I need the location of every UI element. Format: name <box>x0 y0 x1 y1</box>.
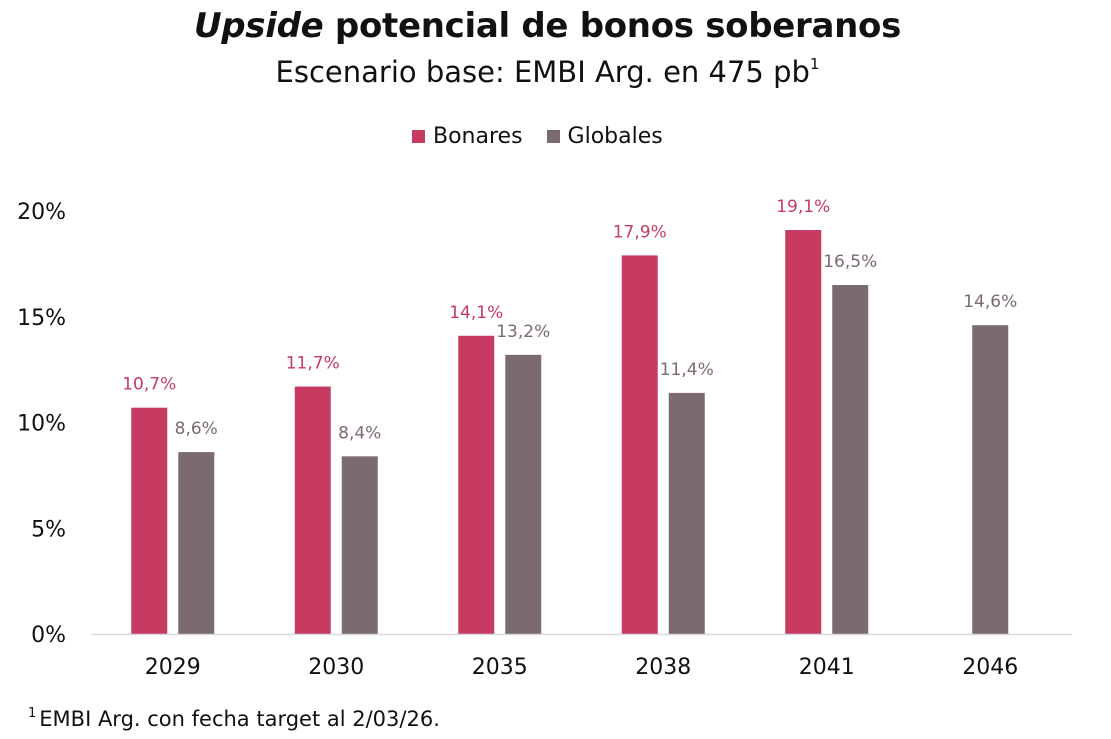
bar-bonares-2035 <box>458 335 495 634</box>
data-label-globales-2041: 16,5% <box>823 252 877 272</box>
legend-label-bonares: Bonares <box>433 124 523 149</box>
x-tick-label-2035: 2035 <box>472 655 528 680</box>
bar-bonares-2030 <box>294 386 331 634</box>
y-tick-label: 5% <box>31 517 66 542</box>
data-label-globales-2030: 8,4% <box>338 423 381 443</box>
legend-item-bonares: Bonares <box>412 124 523 149</box>
bar-bonares-2038 <box>621 255 658 635</box>
chart-legend: Bonares Globales <box>412 124 687 149</box>
data-label-bonares-2038: 17,9% <box>613 222 667 242</box>
y-tick-label: 10% <box>17 412 66 437</box>
bar-bonares-2029 <box>131 407 168 634</box>
data-label-globales-2038: 11,4% <box>660 360 714 380</box>
x-tick-label-2041: 2041 <box>799 655 855 680</box>
chart-title-rest: potencial de bonos soberanos <box>323 6 902 46</box>
data-label-bonares-2035: 14,1% <box>449 303 503 323</box>
footnote-marker: 1 <box>28 706 37 721</box>
data-label-globales-2035: 13,2% <box>496 322 550 342</box>
data-label-bonares-2029: 10,7% <box>122 375 176 395</box>
x-tick-label-2030: 2030 <box>308 655 364 680</box>
bar-bonares-2041 <box>785 230 822 634</box>
chart-subtitle: Escenario base: EMBI Arg. en 475 pb1 <box>0 55 1095 89</box>
chart-title-italic: Upside <box>193 6 324 46</box>
bar-globales-2046 <box>972 325 1009 634</box>
x-tick-label-2029: 2029 <box>145 655 201 680</box>
legend-item-globales: Globales <box>546 124 663 149</box>
chart-title: Upside potencial de bonos soberanos <box>0 6 1095 46</box>
chart-subtitle-text: Escenario base: EMBI Arg. en 475 pb <box>275 55 810 89</box>
bar-globales-2035 <box>505 354 542 634</box>
y-tick-label: 15% <box>17 306 66 331</box>
bar-globales-2030 <box>341 456 378 634</box>
data-label-globales-2046: 14,6% <box>963 292 1017 312</box>
data-label-bonares-2041: 19,1% <box>776 197 830 217</box>
legend-label-globales: Globales <box>567 124 663 149</box>
bar-globales-2041 <box>832 285 869 634</box>
data-label-bonares-2030: 11,7% <box>286 354 340 374</box>
y-tick-label: 20% <box>17 200 66 225</box>
chart-subtitle-superscript: 1 <box>809 55 820 73</box>
data-label-globales-2029: 8,6% <box>175 419 218 439</box>
x-tick-label-2046: 2046 <box>962 655 1018 680</box>
footnote: 1 EMBI Arg. con fecha target al 2/03/26. <box>28 706 440 731</box>
y-tick-label: 0% <box>31 623 66 648</box>
legend-swatch-bonares <box>412 130 425 143</box>
footnote-text: EMBI Arg. con fecha target al 2/03/26. <box>39 707 440 731</box>
bar-globales-2038 <box>668 392 705 634</box>
x-tick-label-2038: 2038 <box>635 655 691 680</box>
bar-globales-2029 <box>178 452 215 634</box>
legend-swatch-globales <box>546 130 560 143</box>
